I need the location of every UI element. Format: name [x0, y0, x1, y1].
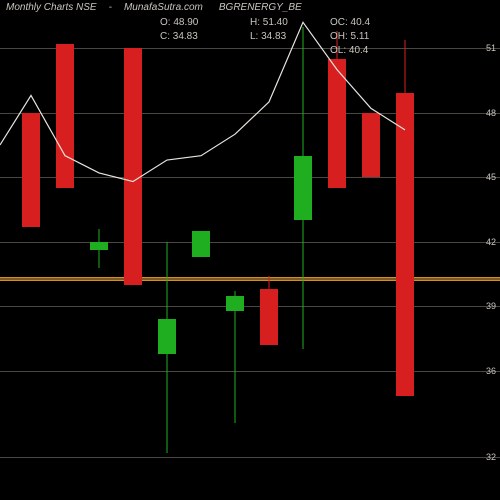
- plot-area: 51 48 45 42 39 36 32: [0, 0, 500, 500]
- y-axis-label: 39: [486, 301, 496, 311]
- candle-wick: [235, 291, 236, 422]
- ohlc-oc: OC: 40.4: [330, 16, 390, 30]
- ohlc-readout: O: 48.90 H: 51.40 OC: 40.4 C: 34.83 L: 3…: [160, 16, 390, 58]
- chart-title: Monthly Charts NSE: [6, 2, 97, 13]
- candle[interactable]: [362, 0, 380, 500]
- y-axis-label: 42: [486, 237, 496, 247]
- candle-body: [192, 231, 210, 257]
- candle-body: [90, 242, 108, 251]
- gridline: [0, 242, 500, 243]
- gridline: [0, 371, 500, 372]
- ohlc-h: H: 51.40: [250, 16, 330, 30]
- candle-body: [294, 156, 312, 221]
- gridline: [0, 177, 500, 178]
- candle[interactable]: [158, 0, 176, 500]
- gridline: [0, 113, 500, 114]
- candle[interactable]: [192, 0, 210, 500]
- header-separator: -: [109, 2, 112, 13]
- candle[interactable]: [328, 0, 346, 500]
- gridline: [0, 306, 500, 307]
- candle[interactable]: [260, 0, 278, 500]
- candle-body: [22, 113, 40, 227]
- y-axis-label: 36: [486, 366, 496, 376]
- gridline: [0, 457, 500, 458]
- candle-body: [124, 48, 142, 285]
- candle[interactable]: [22, 0, 40, 500]
- candle[interactable]: [124, 0, 142, 500]
- candle[interactable]: [226, 0, 244, 500]
- y-axis-label: 51: [486, 43, 496, 53]
- ohlc-l: L: 34.83: [250, 30, 330, 44]
- y-axis-label: 45: [486, 172, 496, 182]
- ohlc-oh: OH: 5.11: [330, 30, 390, 44]
- candle[interactable]: [90, 0, 108, 500]
- overlay-line: [0, 0, 500, 500]
- candle-body: [56, 44, 74, 188]
- candle-body: [158, 319, 176, 353]
- ohlc-c: C: 34.83: [160, 30, 250, 44]
- candle-body: [226, 296, 244, 311]
- candle[interactable]: [396, 0, 414, 500]
- reference-line: [0, 277, 500, 281]
- candle-body: [260, 289, 278, 345]
- candle-body: [396, 93, 414, 396]
- ohlc-o: O: 48.90: [160, 16, 250, 30]
- y-axis-label: 48: [486, 108, 496, 118]
- chart-symbol: BGRENERGY_BE: [219, 2, 302, 13]
- candle-body: [362, 113, 380, 178]
- chart-container: Monthly Charts NSE - MunafaSutra.com BGR…: [0, 0, 500, 500]
- ohlc-ol: OL: 40.4: [330, 44, 390, 58]
- y-axis-label: 32: [486, 452, 496, 462]
- chart-header: Monthly Charts NSE - MunafaSutra.com BGR…: [6, 2, 494, 13]
- candle-body: [328, 59, 346, 188]
- candle[interactable]: [56, 0, 74, 500]
- candle[interactable]: [294, 0, 312, 500]
- chart-source: MunafaSutra.com: [124, 2, 203, 13]
